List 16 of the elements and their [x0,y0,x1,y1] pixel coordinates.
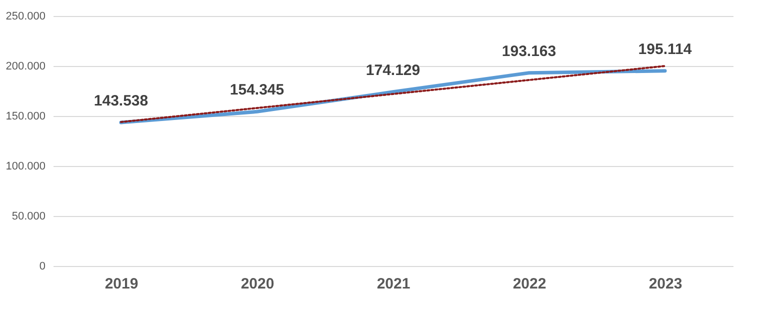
y-tick-label: 50.000 [12,210,46,222]
y-tick-label: 200.000 [6,60,46,72]
data-label: 195.114 [638,40,692,58]
x-tick-label: 2019 [104,276,138,292]
data-label: 154.345 [230,82,284,99]
y-tick-label: 250.000 [6,10,46,22]
y-tick-label: 150.000 [6,110,46,122]
x-tick-label: 2022 [512,276,546,292]
x-tick-label: 2023 [648,276,682,292]
x-tick-label: 2020 [240,276,274,292]
data-label: 174.129 [366,62,420,79]
y-tick-label: 0 [39,260,46,272]
x-tick-label: 2021 [376,276,410,292]
data-label: 143.538 [94,92,148,110]
y-tick-label: 100.000 [6,160,46,172]
data-label: 193.163 [502,42,556,60]
